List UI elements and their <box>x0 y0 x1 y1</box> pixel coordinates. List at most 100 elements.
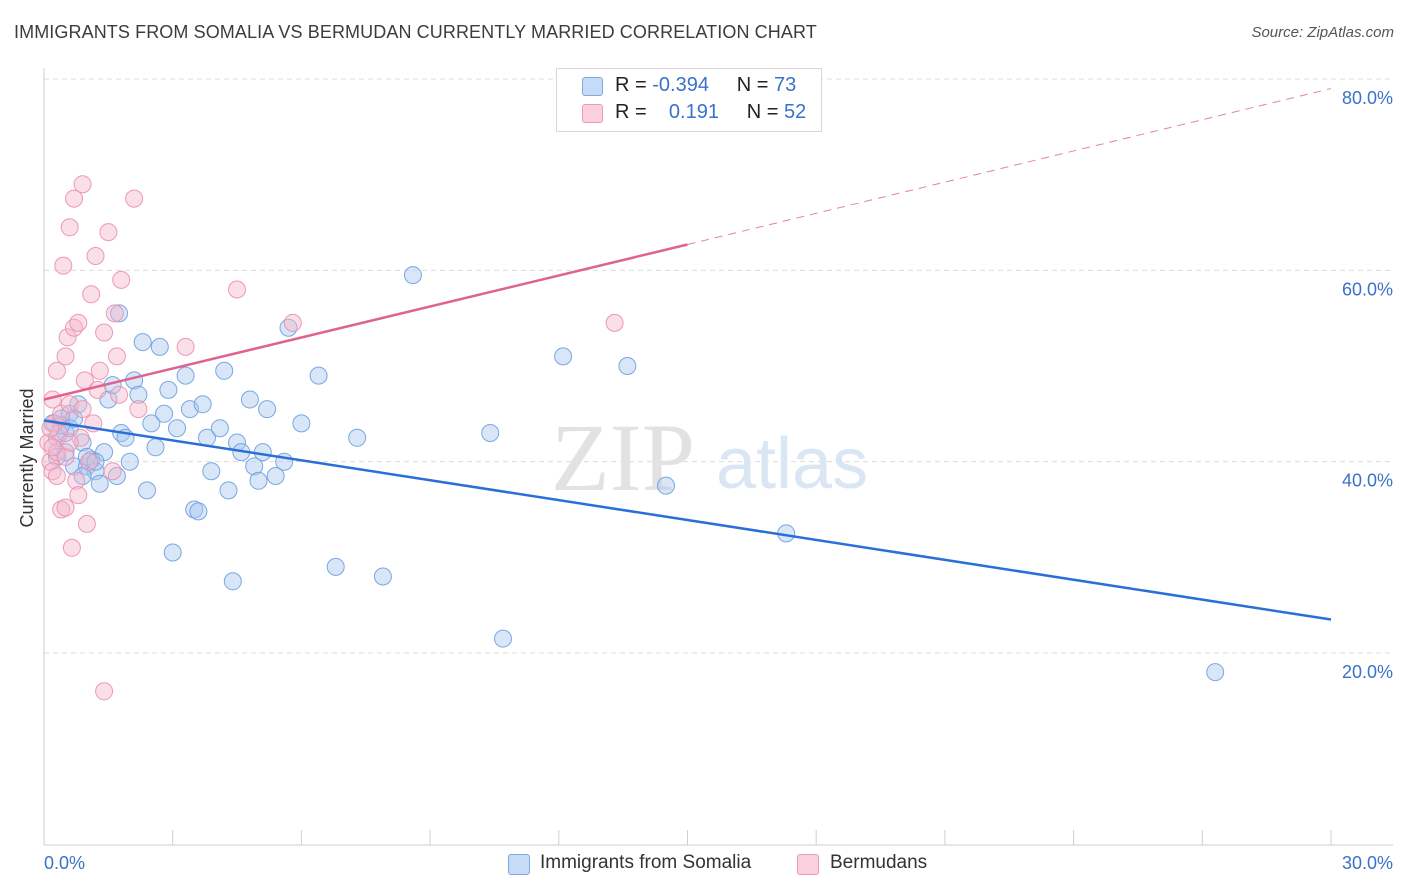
legend-label-somalia: Immigrants from Somalia <box>540 852 752 873</box>
somalia-point <box>215 361 234 380</box>
somalia-point <box>163 543 182 562</box>
stats-legend: R = -0.394 N = 73 R = 0.191 N = 52 <box>556 68 822 132</box>
somalia-point <box>133 333 152 352</box>
bermudans-point <box>605 313 624 332</box>
n-value: 52 <box>784 101 807 123</box>
bermudans-point <box>65 189 83 208</box>
bermudans-point <box>56 498 75 517</box>
somalia-point <box>176 366 195 385</box>
bermudans-point <box>47 361 66 380</box>
somalia-point <box>223 572 242 591</box>
trend-lines <box>43 88 1332 621</box>
bermudans-point <box>103 462 122 481</box>
somalia-point <box>142 414 161 433</box>
somalia-point <box>219 481 238 500</box>
bermudans-point <box>56 447 75 466</box>
bermudans-point <box>58 328 77 347</box>
watermark-atlas: atlas <box>716 424 868 504</box>
bermudans-point <box>110 385 129 404</box>
bermudans-swatch <box>582 104 603 123</box>
somalia-point <box>86 452 105 471</box>
somalia-point <box>202 462 221 481</box>
n-label: N = <box>736 74 769 96</box>
bermudans-point <box>43 438 62 457</box>
y-tick-label: 40.0% <box>1342 471 1393 491</box>
bermudans-point <box>112 270 131 289</box>
bermudans-point <box>73 175 92 194</box>
bermudans-point <box>56 347 75 366</box>
bermudans-point <box>54 256 73 275</box>
source-label: Source: ZipAtlas.com <box>1251 24 1394 41</box>
somalia-point <box>120 452 139 471</box>
chart-title: IMMIGRANTS FROM SOMALIA VS BERMUDAN CURR… <box>14 22 817 42</box>
somalia-point <box>326 557 345 576</box>
somalia-point <box>73 433 92 452</box>
somalia-point <box>1206 663 1225 682</box>
somalia-point <box>481 424 500 442</box>
bermudans-point <box>95 682 114 701</box>
legend-label-bermudans: Bermudans <box>830 852 928 873</box>
somalia-point <box>253 443 272 462</box>
bermudans-point <box>80 452 98 471</box>
somalia-point <box>240 390 259 409</box>
bermudans-point <box>69 313 88 332</box>
bermudans-point <box>90 361 109 380</box>
somalia-trend-line <box>43 419 1332 621</box>
series-legend: Immigrants from Somalia Bermudans <box>0 850 1406 880</box>
somalia-point <box>155 404 174 423</box>
bermudans-point <box>107 347 126 366</box>
watermark-zip: ZIP <box>551 404 695 511</box>
bermudans-point <box>125 189 144 208</box>
tick-labels: 20.0% 40.0% 60.0% 80.0% 0.0% 30.0% <box>44 88 1393 873</box>
somalia-point <box>110 304 129 323</box>
somalia-point <box>77 447 96 466</box>
somalia-point <box>494 629 512 648</box>
bermudans-point <box>105 304 124 323</box>
somalia-point <box>266 467 285 485</box>
somalia-point <box>168 419 186 438</box>
somalia-point <box>258 400 277 419</box>
somalia-point <box>292 414 311 433</box>
somalia-point <box>210 419 229 438</box>
bermudans-point <box>67 471 86 490</box>
bermudans-point <box>69 486 88 505</box>
bermudans-point <box>86 247 105 265</box>
somalia-point <box>159 380 178 399</box>
somalia-point <box>129 385 148 404</box>
somalia-point <box>245 457 264 476</box>
somalia-point <box>403 266 422 285</box>
y-tick-label: 60.0% <box>1342 279 1393 299</box>
gridlines <box>44 78 1393 654</box>
n-value: 73 <box>774 74 797 96</box>
bermudans-point <box>99 223 118 242</box>
y-axis-title: Currently Married <box>17 388 37 527</box>
bermudans-point <box>71 428 90 447</box>
somalia-point <box>249 471 268 490</box>
bermudans-point <box>62 538 81 557</box>
somalia-point <box>193 395 212 414</box>
n-label: N = <box>746 101 779 123</box>
r-value: 0.191 <box>668 101 719 123</box>
somalia-point <box>618 357 637 375</box>
bermudans-point <box>95 323 114 342</box>
bermudans-trend-line <box>43 243 688 401</box>
r-label: R = <box>615 74 647 96</box>
x-tick-label-max: 30.0% <box>1342 853 1393 873</box>
y-tick-label: 20.0% <box>1342 662 1393 682</box>
somalia-point <box>373 567 392 586</box>
bermudans-point <box>82 285 101 304</box>
x-tick-label-min: 0.0% <box>44 853 85 873</box>
somalia-point <box>309 366 328 385</box>
somalia-point <box>189 502 208 521</box>
bermudans-point <box>283 313 302 332</box>
y-tick-label: 80.0% <box>1342 88 1393 108</box>
bermudans-trend-extension <box>687 88 1332 245</box>
somalia-point <box>138 481 156 500</box>
somalia-point <box>150 337 169 356</box>
somalia-point <box>146 438 165 457</box>
bermudans-point <box>77 514 96 533</box>
bermudans-point <box>176 337 195 356</box>
legend-swatch-somalia <box>508 854 530 875</box>
bermudans-point <box>41 419 60 438</box>
